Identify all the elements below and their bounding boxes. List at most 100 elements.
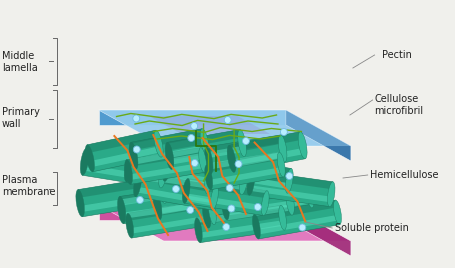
Circle shape xyxy=(172,185,179,192)
Ellipse shape xyxy=(199,148,207,172)
Polygon shape xyxy=(205,188,289,209)
Polygon shape xyxy=(126,148,205,184)
Polygon shape xyxy=(99,205,351,241)
Polygon shape xyxy=(165,170,243,190)
Ellipse shape xyxy=(208,200,216,225)
Polygon shape xyxy=(86,148,165,169)
Polygon shape xyxy=(170,146,243,165)
Ellipse shape xyxy=(205,165,212,190)
Text: Middle
lamella: Middle lamella xyxy=(2,51,38,73)
Ellipse shape xyxy=(298,132,307,159)
Circle shape xyxy=(133,146,140,153)
Circle shape xyxy=(280,128,288,136)
Ellipse shape xyxy=(80,148,89,175)
Polygon shape xyxy=(224,183,309,203)
Polygon shape xyxy=(138,172,217,193)
Polygon shape xyxy=(91,146,160,167)
Text: Primary
wall: Primary wall xyxy=(2,107,40,129)
Polygon shape xyxy=(250,185,331,202)
Ellipse shape xyxy=(239,168,248,195)
Ellipse shape xyxy=(205,166,213,193)
Ellipse shape xyxy=(222,195,229,220)
Ellipse shape xyxy=(76,189,85,217)
Polygon shape xyxy=(207,152,280,172)
Polygon shape xyxy=(212,156,291,176)
Polygon shape xyxy=(209,156,291,193)
Polygon shape xyxy=(87,130,162,172)
Ellipse shape xyxy=(262,191,269,215)
Polygon shape xyxy=(122,201,208,219)
Polygon shape xyxy=(286,205,351,256)
Polygon shape xyxy=(249,170,333,207)
Ellipse shape xyxy=(210,185,218,210)
Polygon shape xyxy=(131,129,203,150)
Polygon shape xyxy=(207,135,285,174)
Ellipse shape xyxy=(279,205,286,230)
Polygon shape xyxy=(149,116,270,134)
Polygon shape xyxy=(207,152,283,190)
Polygon shape xyxy=(167,129,244,169)
Circle shape xyxy=(224,117,231,124)
Polygon shape xyxy=(232,148,304,168)
Ellipse shape xyxy=(238,129,247,157)
Polygon shape xyxy=(82,148,165,188)
Polygon shape xyxy=(136,187,214,206)
Polygon shape xyxy=(185,193,265,211)
Ellipse shape xyxy=(165,142,174,169)
Polygon shape xyxy=(126,155,211,193)
Text: Cellulose
microfibril: Cellulose microfibril xyxy=(374,94,424,116)
Ellipse shape xyxy=(195,218,202,243)
Polygon shape xyxy=(209,167,283,185)
Polygon shape xyxy=(83,164,162,183)
Polygon shape xyxy=(81,192,164,212)
Ellipse shape xyxy=(125,160,132,184)
Polygon shape xyxy=(229,132,305,172)
Polygon shape xyxy=(168,154,246,176)
Polygon shape xyxy=(87,130,157,153)
Ellipse shape xyxy=(134,172,142,197)
Polygon shape xyxy=(226,198,311,215)
Polygon shape xyxy=(99,205,286,220)
Ellipse shape xyxy=(234,178,243,206)
Ellipse shape xyxy=(285,169,293,193)
Ellipse shape xyxy=(328,182,335,207)
Polygon shape xyxy=(131,129,207,169)
Circle shape xyxy=(136,196,143,203)
Polygon shape xyxy=(209,151,284,169)
Text: Plasma
membrane: Plasma membrane xyxy=(2,175,56,197)
Polygon shape xyxy=(158,195,240,215)
Polygon shape xyxy=(167,129,241,150)
Polygon shape xyxy=(257,215,339,234)
Ellipse shape xyxy=(162,154,171,181)
Polygon shape xyxy=(210,171,289,189)
Polygon shape xyxy=(229,132,302,153)
Ellipse shape xyxy=(307,183,314,208)
Ellipse shape xyxy=(253,214,260,239)
Circle shape xyxy=(243,137,249,144)
Ellipse shape xyxy=(278,135,287,162)
Polygon shape xyxy=(207,135,282,155)
Ellipse shape xyxy=(202,184,211,212)
Ellipse shape xyxy=(117,196,126,224)
Polygon shape xyxy=(99,110,351,146)
Ellipse shape xyxy=(334,200,341,225)
Ellipse shape xyxy=(182,178,190,203)
Ellipse shape xyxy=(129,142,138,169)
Polygon shape xyxy=(155,178,241,220)
Circle shape xyxy=(226,184,233,192)
Polygon shape xyxy=(187,178,267,198)
Circle shape xyxy=(223,224,230,230)
Ellipse shape xyxy=(159,161,167,188)
Polygon shape xyxy=(252,170,333,189)
Circle shape xyxy=(235,161,242,168)
Circle shape xyxy=(299,224,306,231)
Polygon shape xyxy=(129,155,211,174)
Polygon shape xyxy=(78,176,162,198)
Polygon shape xyxy=(184,178,267,215)
Circle shape xyxy=(286,173,293,180)
Ellipse shape xyxy=(277,152,285,177)
Polygon shape xyxy=(78,176,165,217)
Ellipse shape xyxy=(200,129,209,156)
Circle shape xyxy=(191,122,197,129)
Circle shape xyxy=(228,205,235,212)
